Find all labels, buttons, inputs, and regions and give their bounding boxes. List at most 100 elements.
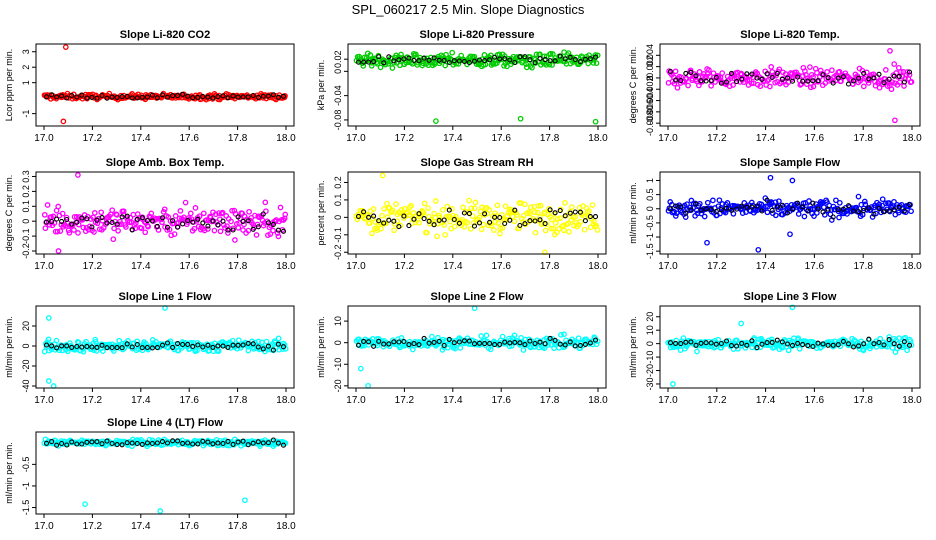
data-point-raw xyxy=(764,197,770,203)
data-point-raw xyxy=(805,78,811,84)
data-point-raw xyxy=(114,221,120,227)
data-point-raw xyxy=(739,76,745,82)
y-tick-label: 0.1 xyxy=(21,200,31,213)
data-point-raw xyxy=(769,207,775,213)
data-point-smoothed xyxy=(549,216,555,223)
data-point-raw xyxy=(667,340,674,346)
data-point-smoothed xyxy=(66,229,73,236)
data-point-raw xyxy=(225,438,231,444)
data-point-raw xyxy=(235,439,241,445)
x-tick-label: 18.0 xyxy=(902,133,922,144)
x-tick-label: 18.0 xyxy=(902,261,922,272)
data-point-smoothed xyxy=(99,217,106,224)
x-tick-label: 17.6 xyxy=(179,133,199,144)
x-tick-label: 17.4 xyxy=(131,261,151,272)
plot-frame xyxy=(35,431,295,515)
data-point-smoothed xyxy=(801,213,808,220)
data-point-smoothed xyxy=(706,67,712,73)
data-point-raw xyxy=(170,218,176,224)
data-point-raw xyxy=(784,75,791,81)
data-point-raw xyxy=(366,214,372,220)
data-point-smoothed xyxy=(594,227,601,233)
data-point-raw xyxy=(754,345,760,351)
data-point-raw xyxy=(205,94,211,100)
data-point-raw xyxy=(502,220,508,227)
data-point-raw xyxy=(270,221,276,227)
data-point-raw xyxy=(769,74,775,81)
data-point-raw xyxy=(79,92,85,98)
data-point-smoothed xyxy=(550,225,557,232)
data-point-raw xyxy=(825,75,831,81)
data-point-raw xyxy=(139,345,145,351)
data-point-outlier xyxy=(789,177,796,184)
data-point-smoothed xyxy=(42,225,49,232)
data-point-raw xyxy=(784,341,791,347)
data-point-raw xyxy=(99,92,105,99)
data-point-smoothed xyxy=(795,211,802,217)
data-point-raw xyxy=(139,215,145,221)
data-point-raw xyxy=(456,339,462,345)
data-point-smoothed xyxy=(821,204,827,211)
data-point-raw xyxy=(723,79,730,85)
data-point-raw xyxy=(891,207,897,213)
data-point-raw xyxy=(170,438,176,444)
data-point-raw xyxy=(225,344,231,350)
data-point-smoothed xyxy=(694,348,700,355)
data-point-smoothed xyxy=(724,200,731,206)
data-point-raw xyxy=(225,227,231,233)
data-point-raw xyxy=(396,224,402,230)
data-point-raw xyxy=(210,95,216,101)
data-point-raw xyxy=(210,218,216,224)
data-point-raw xyxy=(492,54,498,60)
x-tick-label: 17.8 xyxy=(540,395,560,406)
data-point-raw xyxy=(220,93,226,99)
x-tick-label: 17.8 xyxy=(540,261,560,272)
data-point-smoothed xyxy=(476,214,483,221)
data-point-raw xyxy=(774,337,780,343)
data-point-raw xyxy=(185,93,191,99)
data-point-smoothed xyxy=(685,82,691,89)
data-point-raw xyxy=(471,223,478,229)
data-point-smoothed xyxy=(439,207,446,213)
data-point-smoothed xyxy=(481,52,488,58)
data-point-smoothed xyxy=(738,70,745,77)
data-point-raw xyxy=(89,224,95,230)
x-tick-label: 18.0 xyxy=(588,133,608,144)
data-point-raw xyxy=(471,341,478,347)
y-tick-label: 0.2 xyxy=(333,176,343,189)
data-point-smoothed xyxy=(534,217,540,224)
data-point-smoothed xyxy=(98,209,105,216)
data-point-smoothed xyxy=(552,220,559,226)
data-point-smoothed xyxy=(80,224,87,231)
data-point-raw xyxy=(265,440,271,446)
data-point-raw xyxy=(825,206,831,212)
data-point-smoothed xyxy=(776,198,782,205)
data-point-raw xyxy=(866,76,872,82)
x-tick-label: 17.8 xyxy=(853,261,873,272)
data-point-smoothed xyxy=(50,213,57,220)
data-point-smoothed xyxy=(232,210,239,217)
data-point-smoothed xyxy=(882,67,889,73)
data-point-raw xyxy=(280,93,287,99)
data-point-smoothed xyxy=(57,228,64,234)
data-point-raw xyxy=(850,78,857,84)
data-point-raw xyxy=(79,441,85,447)
x-tick-label: 17.6 xyxy=(805,133,825,144)
data-point-raw xyxy=(215,440,221,446)
data-point-raw xyxy=(754,75,760,81)
data-point-smoothed xyxy=(545,342,551,348)
data-point-smoothed xyxy=(171,231,178,237)
data-point-raw xyxy=(250,341,256,347)
data-point-raw xyxy=(84,439,90,445)
data-point-smoothed xyxy=(716,197,723,204)
x-tick-label: 17.0 xyxy=(658,133,678,144)
data-point-raw xyxy=(446,336,452,342)
data-point-smoothed xyxy=(73,214,80,220)
chart-panel-4: Slope Amb. Box Temp. degrees C per min. 17… xyxy=(4,157,296,272)
data-point-raw xyxy=(43,440,50,446)
y-tick-label: 3 xyxy=(21,49,31,54)
data-point-smoothed xyxy=(216,210,222,216)
data-point-raw xyxy=(104,95,110,101)
data-point-raw xyxy=(260,440,266,446)
x-tick-label: 17.0 xyxy=(34,521,54,532)
